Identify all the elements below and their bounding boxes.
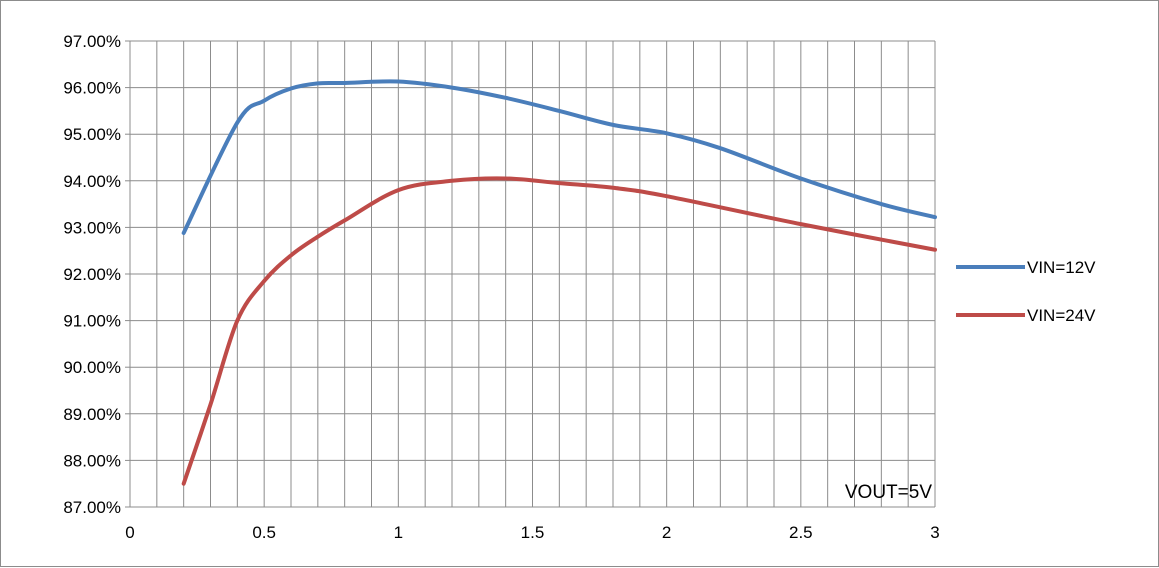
x-tick-label: 2 [662, 523, 671, 542]
x-tick-label: 1.5 [521, 523, 545, 542]
y-tick-label: 87.00% [63, 498, 121, 517]
y-tick-label: 94.00% [63, 172, 121, 191]
series-line-vin-24v [181, 176, 937, 486]
y-tick-label: 88.00% [63, 451, 121, 470]
x-tick-label: 2.5 [789, 523, 813, 542]
x-tick-label: 0 [125, 523, 134, 542]
y-tick-label: 90.00% [63, 358, 121, 377]
annotation-vout: VOUT=5V [845, 482, 932, 503]
series-line-vin-12v [181, 79, 937, 235]
legend-label-vin-24v: VIN=24V [1027, 306, 1096, 325]
y-tick-label: 96.00% [63, 79, 121, 98]
y-tick-label: 91.00% [63, 312, 121, 331]
x-tick-label: 3 [930, 523, 939, 542]
legend-label-vin-12v: VIN=12V [1027, 258, 1096, 277]
y-tick-label: 93.00% [63, 218, 121, 237]
y-tick-label: 92.00% [63, 265, 121, 284]
x-tick-label: 1 [394, 523, 403, 542]
x-tick-label: 0.5 [252, 523, 276, 542]
y-tick-label: 95.00% [63, 125, 121, 144]
y-tick-label: 89.00% [63, 405, 121, 424]
y-tick-label: 97.00% [63, 32, 121, 51]
